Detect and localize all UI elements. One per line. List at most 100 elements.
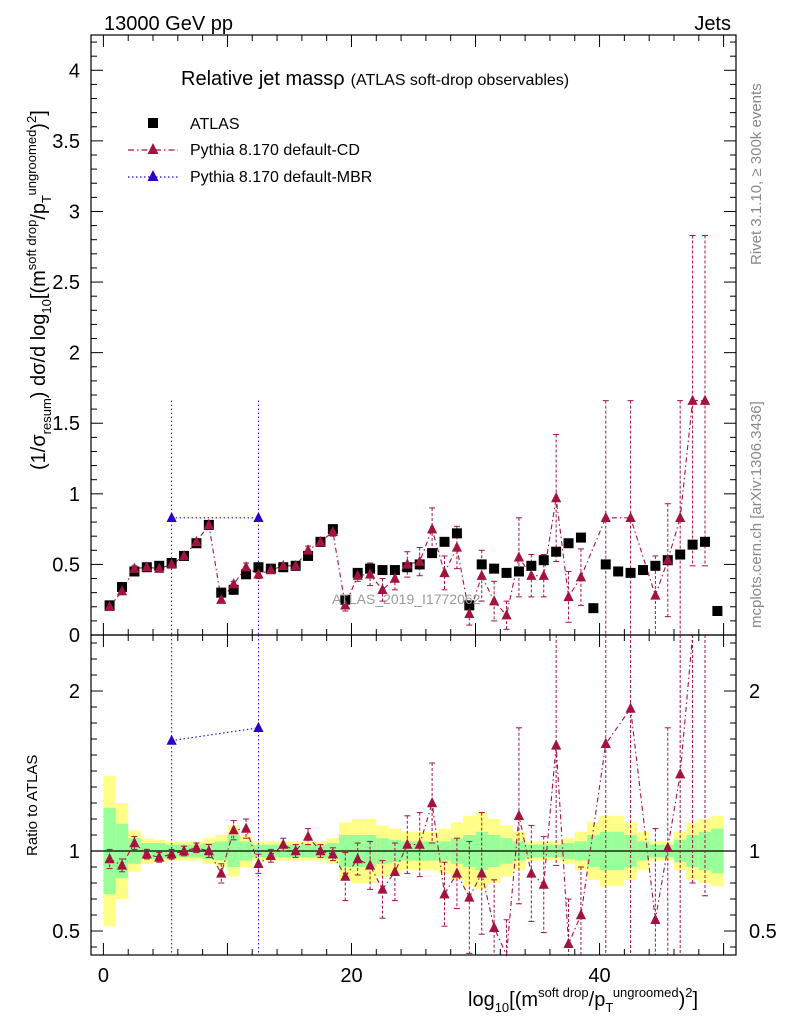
atlas-data-point [464, 600, 475, 611]
pythia-cd-point [340, 599, 351, 610]
pythia-cd-point [278, 559, 289, 571]
ratio-cd-line [109, 634, 705, 958]
ratio-cd-point [191, 841, 202, 852]
rivet-version-label: Rivet 3.1.10, ≥ 300k events [748, 83, 765, 265]
pythia-cd-point [650, 589, 661, 600]
pythia-cd-point [625, 511, 636, 523]
ratio-plot-frame [90, 634, 737, 956]
atlas-data-point [253, 562, 264, 573]
y-tick-label-main: 4 [69, 60, 80, 82]
atlas-data-point [489, 563, 500, 574]
ratio-cd-point [352, 853, 363, 864]
ratio-cd-point [575, 909, 587, 920]
ratio-cd-point [675, 768, 686, 779]
pythia-cd-point [687, 394, 698, 405]
ratio-cd-point [538, 878, 549, 889]
atlas-data-point [389, 565, 400, 576]
pythia-cd-point [489, 595, 500, 606]
chart-title-main: Relative jet massρ [181, 68, 345, 90]
ratio-cd-point [203, 845, 214, 856]
ratio-plot [104, 634, 708, 958]
pythia-cd-point [116, 585, 128, 596]
pythia-cd-point [402, 558, 413, 569]
ratio-cd-point [166, 848, 177, 859]
atlas-data-point [563, 538, 574, 549]
pythia-mbr-point [253, 511, 264, 523]
atlas-data-point [600, 559, 611, 570]
ratio-cd-point [439, 888, 450, 899]
ratio-cd-point [228, 824, 239, 835]
pythia-cd-point [364, 568, 376, 579]
ratio-cd-point [625, 702, 636, 713]
ratio-cd-point [551, 739, 562, 750]
pythia-cd-point [265, 564, 276, 575]
ratio-mbr-point [166, 734, 177, 745]
pythia-cd-point [191, 535, 202, 547]
atlas-data-point [613, 566, 624, 577]
pythia-cd-point [178, 549, 190, 561]
ratio-cd-point [364, 859, 376, 870]
mcplots-reference-label: mcplots.cern.ch [arXiv:1306.3436] [748, 401, 765, 628]
atlas-data-point [575, 532, 586, 543]
y-tick-label-main: 1 [69, 484, 80, 506]
ratio-cd-point [104, 853, 115, 864]
ratio-cd-point [414, 838, 425, 849]
pythia-cd-point [526, 569, 537, 580]
pythia-cd-point [414, 555, 425, 566]
ratio-cd-point [302, 830, 314, 841]
pythia-cd-point [290, 559, 301, 571]
atlas-data-point [513, 566, 524, 577]
ratio-cd-point [290, 845, 301, 856]
atlas-data-point [675, 549, 686, 560]
y-tick-label-ratio: 1 [69, 841, 80, 863]
ratio-cd-point [513, 809, 525, 820]
ratio-cd-point [178, 845, 190, 856]
y-tick-label-ratio: 2 [69, 681, 80, 703]
pythia-cd-line [109, 400, 705, 617]
atlas-data-point [699, 536, 710, 547]
chart-subtitle: (ATLAS soft-drop observables) [351, 72, 569, 89]
y-axis-label-main: (1/σresum) dσ/d log10[(msoft drop/pTungr… [24, 110, 54, 470]
ratio-cd-point [650, 913, 661, 924]
legend-mbr-label: Pythia 8.170 default-MBR [190, 169, 372, 186]
ratio-cd-point [662, 841, 673, 852]
ratio-cd-point [315, 845, 326, 856]
atlas-data-point [551, 546, 562, 557]
y-tick-label-main: 0.5 [52, 554, 80, 576]
ratio-cd-point [476, 867, 487, 878]
pythia-cd-point [315, 535, 326, 547]
y-tick-label-main: 0 [69, 625, 80, 647]
atlas-data-point [216, 587, 227, 598]
ratio-cd-point [265, 849, 276, 860]
pythia-cd-point [240, 561, 252, 572]
pythia-cd-point [501, 609, 512, 620]
y-tick-label-main: 1.5 [52, 413, 80, 435]
ratio-cd-point [253, 857, 264, 868]
pythia-cd-point [464, 607, 475, 619]
pythia-cd-point [575, 571, 587, 582]
pythia-cd-point [327, 525, 338, 537]
y-tick-label-ratio-right: 2 [749, 681, 760, 703]
pythia-cd-point [662, 554, 673, 565]
atlas-data-point [228, 584, 239, 595]
y-tick-label-main: 3.5 [52, 131, 80, 153]
pythia-cd-point [129, 562, 140, 573]
ratio-cd-point [489, 921, 500, 932]
atlas-data-point [637, 565, 648, 576]
pythia-cd-point [203, 518, 214, 530]
legend-mbr-marker [147, 170, 159, 181]
ratio-cd-point [464, 891, 475, 902]
pythia-cd-point [538, 569, 549, 580]
ratio-cd-point [377, 883, 388, 894]
pythia-mbr-point [166, 511, 177, 523]
legend: ATLAS Pythia 8.170 default-CD Pythia 8.1… [128, 116, 372, 186]
x-tick-label: 40 [588, 965, 610, 987]
ratio-cd-point [402, 838, 413, 849]
legend-cd-label: Pythia 8.170 default-CD [190, 142, 360, 159]
atlas-data-point [588, 603, 599, 614]
header-process-label: Jets [694, 13, 731, 35]
pythia-cd-point [451, 541, 463, 552]
ratio-cd-point [240, 822, 252, 833]
atlas-data-point [687, 539, 698, 550]
